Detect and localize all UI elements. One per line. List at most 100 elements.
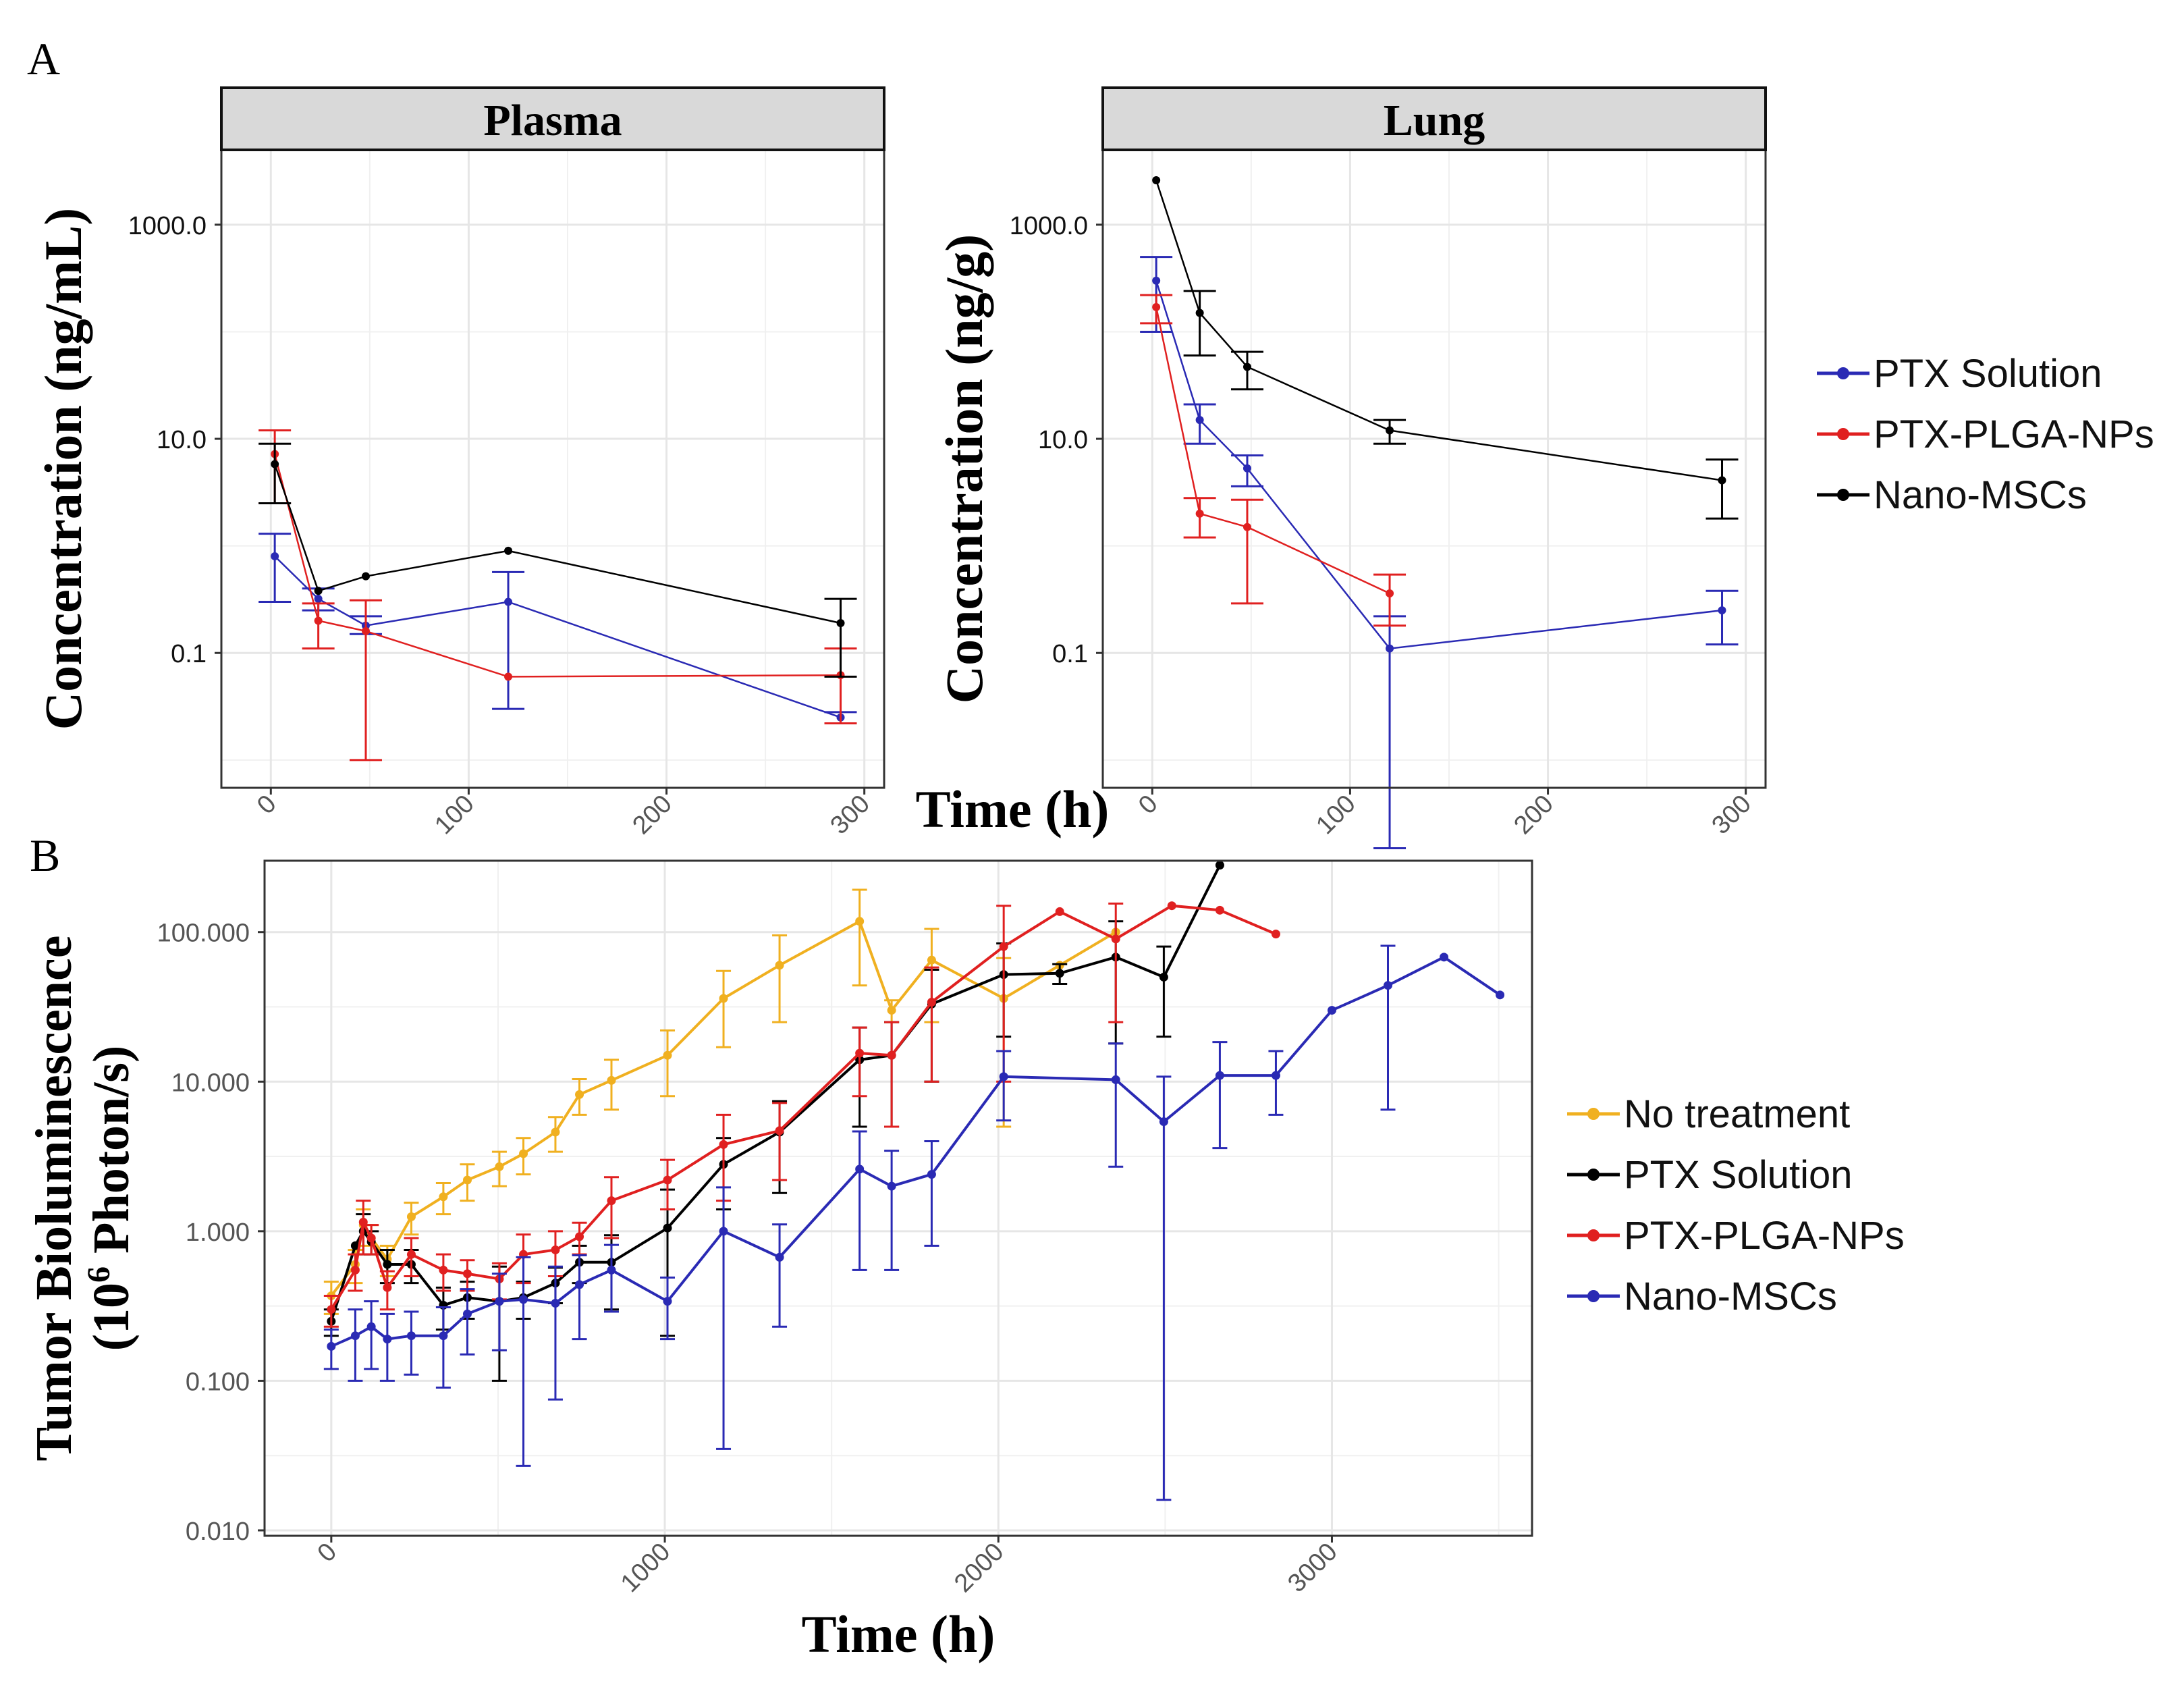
data-point — [495, 1297, 504, 1306]
lung-series-nano-mscs — [1152, 176, 1739, 520]
data-point — [350, 1331, 360, 1341]
plasma-plot-area — [221, 150, 884, 788]
plasma-xtick-label: 100 — [429, 790, 480, 840]
data-point — [358, 1217, 368, 1227]
ylabel-superscript: 6 — [81, 1266, 117, 1283]
data-point — [462, 1269, 472, 1279]
legend-marker — [1587, 1169, 1600, 1181]
legend-panel-a: PTX Solution PTX-PLGA-NPs Nano-MSCs — [1817, 352, 2154, 517]
bioluminescence-xtick-label: 3000 — [1282, 1538, 1342, 1598]
data-point — [1111, 934, 1120, 944]
panel-a-xlabel: Time (h) — [916, 780, 1110, 838]
data-point — [663, 1223, 672, 1233]
data-point — [1215, 1071, 1224, 1080]
legend-marker — [1837, 367, 1849, 379]
data-point — [406, 1331, 416, 1341]
legend-marker — [1837, 489, 1849, 501]
legend-label: PTX Solution — [1624, 1153, 1853, 1197]
data-point — [504, 672, 513, 681]
legend-item-ptx-plga-nps: PTX-PLGA-NPs — [1567, 1214, 1905, 1258]
data-point — [1055, 907, 1064, 916]
legend-label: PTX-PLGA-NPs — [1874, 412, 2154, 456]
data-point — [462, 1309, 472, 1318]
data-point — [1152, 276, 1161, 285]
data-point — [314, 616, 323, 625]
data-point — [887, 1006, 896, 1015]
legend-item-no-treatment: No treatment — [1567, 1092, 1850, 1136]
data-point — [855, 917, 865, 926]
data-point — [1167, 901, 1176, 911]
lung-xtick-label: 100 — [1311, 790, 1361, 840]
data-point — [350, 1241, 360, 1250]
data-point — [271, 460, 279, 468]
data-point — [519, 1295, 528, 1304]
bioluminescence-ylabel-line2: (106 Photon/s) — [81, 1046, 140, 1351]
data-point — [439, 1265, 448, 1275]
bioluminescence-panel-border — [263, 859, 1533, 1537]
data-point — [1152, 176, 1161, 185]
data-point — [366, 1322, 376, 1331]
data-point — [1327, 1006, 1336, 1015]
data-point — [575, 1280, 584, 1289]
bioluminescence-panel: 0.010 0.100 1.000 10.000 100.000 0 1000 2000 300… — [26, 859, 1533, 1663]
data-point — [551, 1299, 560, 1308]
bioluminescence-gridlines — [265, 861, 1532, 1536]
lung-gridlines — [1103, 150, 1766, 788]
data-point — [383, 1335, 392, 1344]
bioluminescence-ylabel-line1: Tumor Bioluminescence — [26, 935, 82, 1461]
lung-ytick-label: 1000.0 — [1010, 212, 1088, 240]
legend-marker — [1587, 1229, 1600, 1241]
plasma-ylabel: Concentration (ng/mL) — [34, 208, 92, 730]
data-point — [855, 1164, 865, 1174]
data-point — [1159, 972, 1168, 982]
data-point — [1159, 1117, 1168, 1127]
ylabel-suffix: Photon/s) — [83, 1046, 140, 1266]
series-line — [330, 919, 1117, 1297]
series-line — [1155, 306, 1390, 595]
lung-ytick-label: 0.1 — [1052, 640, 1088, 668]
legend-item-ptx-solution: PTX Solution — [1567, 1153, 1853, 1197]
legend-label: PTX Solution — [1874, 352, 2102, 396]
data-point — [327, 1305, 336, 1314]
data-point — [1195, 416, 1204, 425]
data-point — [1386, 644, 1394, 653]
plasma-xtick-label: 200 — [627, 790, 678, 840]
plasma-series-nano-mscs — [258, 442, 857, 678]
data-point — [719, 1140, 728, 1149]
data-point — [575, 1090, 584, 1099]
data-point — [1718, 606, 1726, 615]
data-point — [575, 1232, 584, 1241]
bioluminescence-series-no-treatment — [323, 888, 1120, 1315]
data-point — [607, 1196, 616, 1206]
legend-panel-b: No treatment PTX Solution PTX-PLGA-NPs Nano… — [1567, 1092, 1905, 1318]
plasma-title: Plasma — [483, 96, 622, 145]
data-point — [439, 1192, 448, 1202]
lung-ytick-label: 10.0 — [1038, 426, 1088, 454]
data-point — [495, 1162, 504, 1171]
data-point — [887, 1181, 896, 1191]
data-point — [366, 1233, 376, 1243]
data-point — [327, 1341, 336, 1351]
bioluminescence-ytick-label: 0.010 — [186, 1518, 250, 1546]
lung-series-ptx-plga-nps — [1140, 294, 1407, 627]
lung-strip — [1101, 86, 1767, 151]
data-point — [551, 1127, 560, 1137]
legend-label: Nano-MSCs — [1624, 1275, 1837, 1318]
legend-label: No treatment — [1624, 1092, 1850, 1136]
data-point — [775, 1126, 784, 1135]
data-point — [1243, 523, 1251, 531]
lung-panel: Lung 0.1 10.0 1000.0 0 100 200 300 Concentration… — [935, 86, 1767, 849]
lung-xtick-label: 0 — [1133, 790, 1164, 820]
bioluminescence-xlabel: Time (h) — [802, 1605, 995, 1663]
data-point — [1215, 905, 1224, 915]
data-point — [1055, 969, 1064, 978]
plasma-strip — [220, 86, 885, 151]
data-point — [361, 572, 370, 581]
data-point — [1271, 930, 1280, 939]
legend-label: Nano-MSCs — [1874, 473, 2087, 517]
data-point — [314, 587, 323, 595]
data-point — [439, 1331, 448, 1341]
data-point — [855, 1048, 865, 1058]
data-point — [406, 1212, 416, 1221]
data-point — [361, 626, 370, 635]
